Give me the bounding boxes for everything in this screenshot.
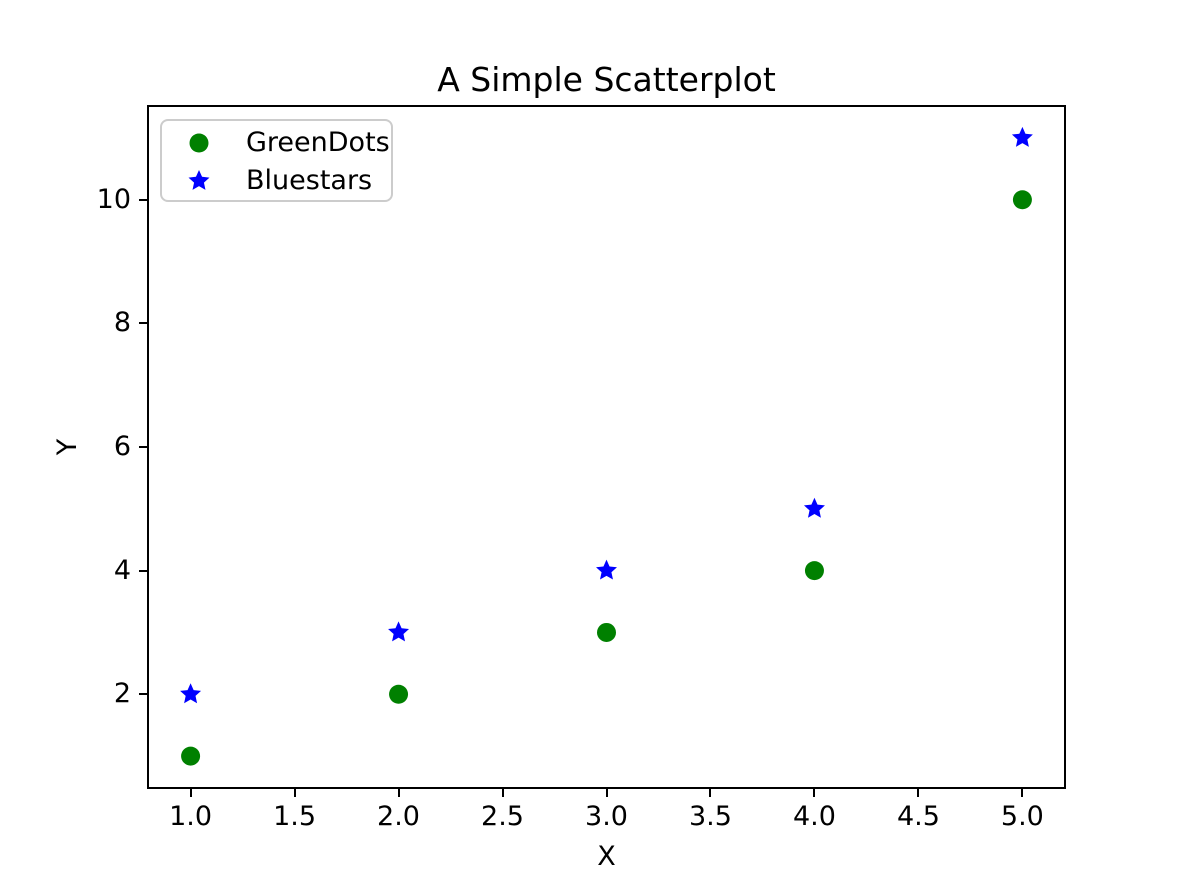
y-tick-label: 6 (113, 431, 131, 462)
x-tick-label: 3.5 (688, 801, 732, 832)
green-dot-icon (189, 133, 209, 153)
data-point-circle (189, 133, 209, 153)
x-tick-label: 4.5 (896, 801, 940, 832)
y-tick-mark (139, 198, 147, 201)
y-tick-label: 4 (113, 554, 131, 586)
x-tick-mark (709, 789, 712, 797)
x-tick-label: 3.0 (585, 801, 628, 832)
x-tick-label: 5.0 (1000, 801, 1044, 832)
x-tick-mark (189, 789, 192, 797)
y-tick-mark (139, 322, 147, 325)
x-tick-mark (1021, 789, 1024, 797)
data-point-star (388, 621, 410, 642)
y-tick-label: 8 (113, 307, 131, 339)
legend-label: Bluestars (246, 165, 373, 196)
x-tick-mark (293, 789, 296, 797)
data-point-star (803, 497, 825, 518)
x-tick-label: 2.5 (481, 801, 524, 832)
plot-area: GreenDots Bluestars (147, 105, 1066, 789)
chart-title: A Simple Scatterplot (437, 60, 776, 99)
data-point-star (180, 683, 202, 704)
legend-entry-bluestars: Bluestars (162, 162, 391, 200)
x-tick-label: 2.0 (377, 801, 420, 832)
scatter-points-svg (180, 126, 1033, 766)
y-tick-mark (139, 569, 147, 572)
x-tick-mark (501, 789, 504, 797)
x-tick-mark (605, 789, 608, 797)
x-tick-mark (397, 789, 400, 797)
y-tick-mark (139, 693, 147, 696)
data-point-circle (804, 561, 824, 581)
data-point-circle (1012, 190, 1032, 210)
x-tick-label: 4.0 (792, 801, 836, 832)
blue-star-icon (188, 169, 210, 190)
y-tick-label: 10 (96, 183, 131, 215)
data-point-circle (597, 622, 616, 642)
data-point-circle (389, 684, 409, 704)
data-point-circle (181, 746, 201, 766)
data-point-star (188, 169, 210, 190)
data-point-star (596, 559, 617, 580)
x-tick-label: 1.5 (273, 801, 317, 832)
x-axis-label: X (597, 841, 616, 872)
y-tick-label: 2 (113, 678, 131, 710)
x-tick-label: 1.0 (169, 801, 213, 832)
legend-entry-greendots: GreenDots (162, 124, 391, 162)
legend: GreenDots Bluestars (160, 119, 393, 202)
y-tick-mark (139, 446, 147, 448)
x-tick-mark (917, 789, 920, 797)
data-point-star (1011, 126, 1033, 147)
x-tick-mark (813, 789, 816, 797)
legend-label: GreenDots (246, 127, 390, 158)
